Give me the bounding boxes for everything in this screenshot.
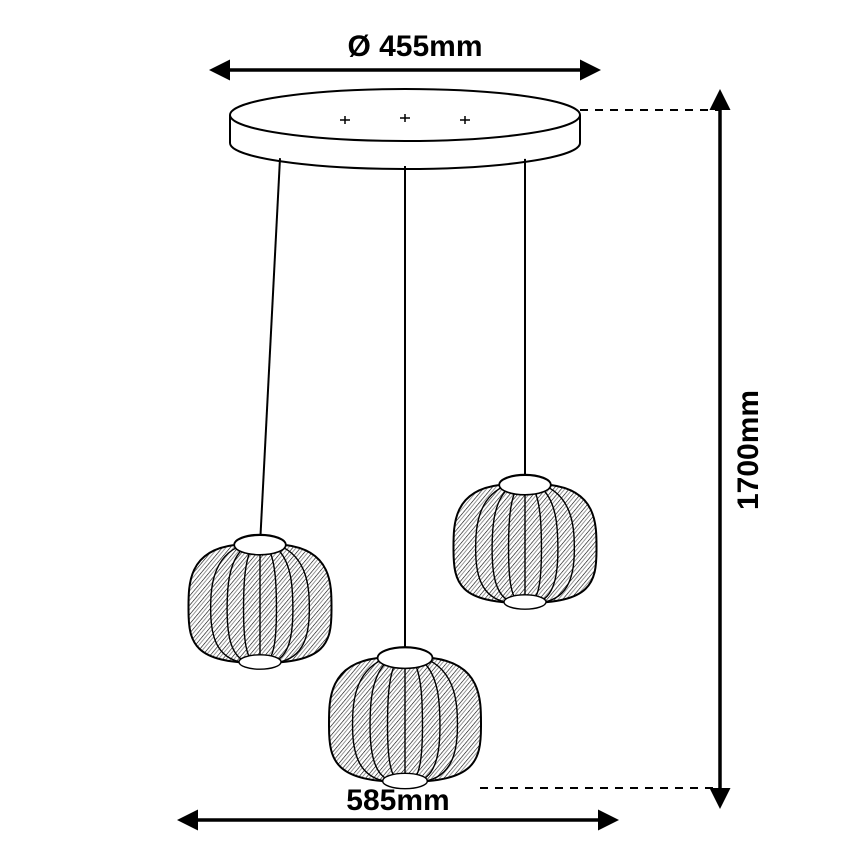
right-dimension-label: 1700mm xyxy=(732,390,765,510)
pendant xyxy=(327,166,483,789)
top-dimension-label: Ø 455mm xyxy=(347,30,482,63)
pendant xyxy=(452,159,599,609)
pendant xyxy=(187,158,334,669)
bottom-dimension-label: 585mm xyxy=(346,784,449,817)
